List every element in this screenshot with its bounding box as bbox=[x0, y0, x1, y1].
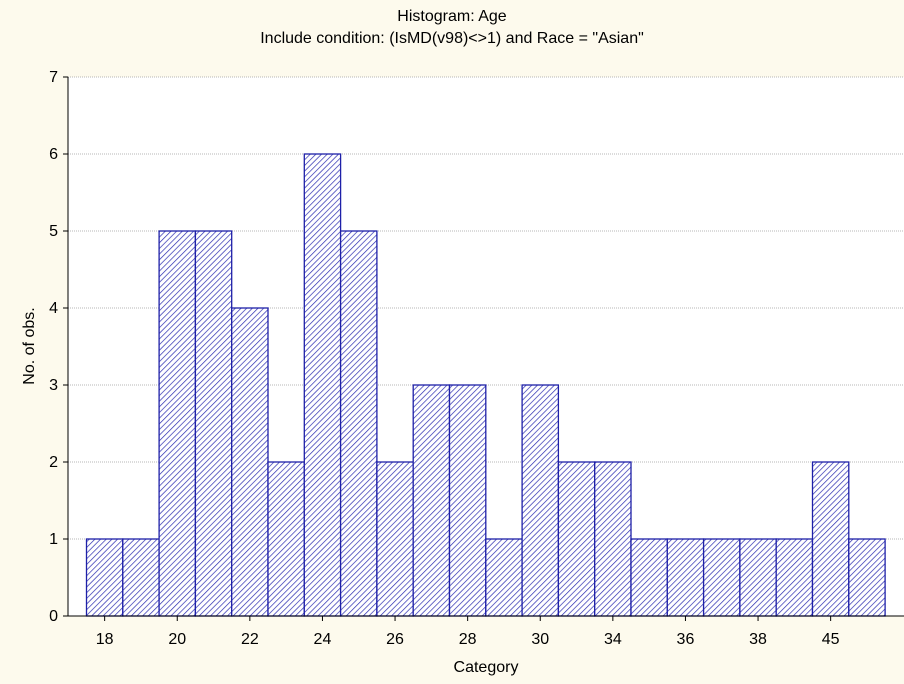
histogram-bar bbox=[267, 461, 305, 617]
histogram-bar bbox=[848, 538, 886, 617]
histogram-bar bbox=[339, 230, 378, 617]
histogram-bar bbox=[158, 230, 197, 617]
bars bbox=[85, 153, 886, 617]
y-tick-label: 7 bbox=[49, 69, 58, 86]
histogram-bar bbox=[666, 538, 705, 617]
axes bbox=[67, 77, 904, 617]
y-tick-label: 1 bbox=[49, 531, 58, 548]
x-tick-label: 34 bbox=[604, 631, 622, 648]
histogram-bar bbox=[702, 538, 741, 617]
x-tick-label: 36 bbox=[677, 631, 695, 648]
histogram-bar bbox=[811, 461, 850, 617]
histogram-bar bbox=[557, 461, 596, 617]
x-tick-label: 38 bbox=[749, 631, 767, 648]
x-tick-label: 22 bbox=[241, 631, 259, 648]
y-tick-label: 4 bbox=[49, 300, 58, 317]
y-axis-ticks: 0 1 2 3 4 5 6 7 bbox=[49, 69, 68, 625]
x-tick-label: 24 bbox=[314, 631, 332, 648]
x-tick-label: 28 bbox=[459, 631, 477, 648]
histogram-bar bbox=[122, 538, 160, 617]
histogram-bar bbox=[303, 153, 342, 617]
histogram-bar bbox=[231, 307, 269, 617]
histogram-bar bbox=[739, 538, 777, 617]
y-tick-label: 2 bbox=[49, 454, 58, 471]
histogram-bar bbox=[775, 538, 814, 617]
x-tick-label: 20 bbox=[168, 631, 186, 648]
chart-subtitle: Include condition: (IsMD(v98)<>1) and Ra… bbox=[260, 30, 644, 47]
histogram-bar bbox=[485, 538, 523, 617]
x-tick-label: 45 bbox=[822, 631, 840, 648]
x-tick-label: 30 bbox=[531, 631, 549, 648]
y-axis-title: No. of obs. bbox=[21, 307, 38, 384]
y-tick-label: 3 bbox=[49, 377, 58, 394]
histogram-bar bbox=[412, 384, 451, 617]
histogram-bar bbox=[194, 230, 233, 617]
y-tick-label: 5 bbox=[49, 223, 58, 240]
histogram-bar bbox=[521, 384, 560, 617]
histogram-bar bbox=[594, 461, 632, 617]
histogram-bar bbox=[376, 461, 414, 617]
histogram-bar bbox=[85, 538, 124, 617]
x-tick-label: 26 bbox=[386, 631, 404, 648]
x-axis-title: Category bbox=[454, 659, 519, 676]
y-tick-label: 6 bbox=[49, 146, 58, 163]
histogram-bar bbox=[448, 384, 487, 617]
x-axis-ticks: 18 20 22 24 26 28 30 34 36 38 45 bbox=[96, 616, 840, 648]
histogram-bar bbox=[630, 538, 668, 617]
x-tick-label: 18 bbox=[96, 631, 114, 648]
chart-title: Histogram: Age bbox=[397, 8, 507, 25]
y-tick-label: 0 bbox=[49, 608, 58, 625]
